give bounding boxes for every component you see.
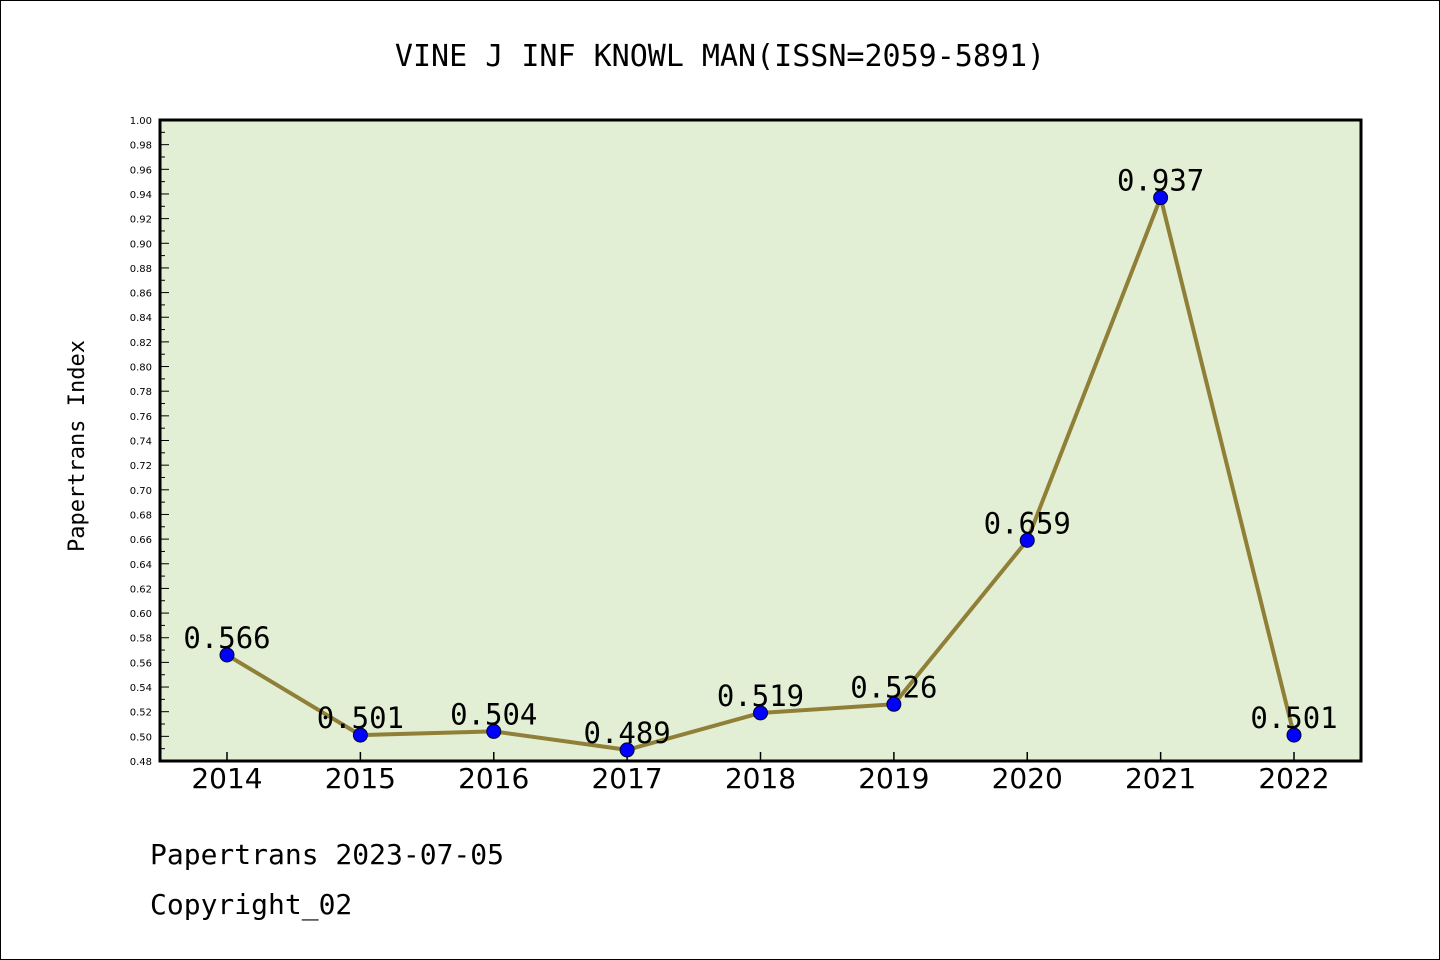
y-tick-label: 0.64 bbox=[130, 560, 152, 571]
data-point-marker bbox=[619, 742, 635, 758]
y-tick-label: 0.98 bbox=[130, 141, 152, 152]
data-label: 0.504 bbox=[450, 697, 537, 731]
y-tick-label: 0.58 bbox=[130, 634, 152, 645]
plot-area bbox=[158, 118, 1363, 763]
y-tick-label: 0.92 bbox=[130, 215, 152, 226]
data-label-group: 0.566 0.501 0.504 0.489 0.519 0.526 0.659 0.937… bbox=[183, 164, 1337, 750]
x-tick-label: 2018 bbox=[725, 762, 796, 795]
y-tick-label: 0.80 bbox=[130, 363, 152, 374]
x-tick-label: 2015 bbox=[325, 762, 396, 795]
y-tick-label: 0.66 bbox=[130, 535, 152, 546]
x-tick-label: 2014 bbox=[191, 762, 262, 795]
y-tick-label: 0.94 bbox=[130, 190, 152, 201]
y-tick-label: 0.82 bbox=[130, 338, 152, 349]
x-tick-label: 2022 bbox=[1258, 762, 1329, 795]
data-label: 0.566 bbox=[183, 621, 270, 655]
data-point-marker bbox=[1286, 727, 1302, 743]
marker-group bbox=[219, 190, 1302, 758]
y-tick-label: 0.96 bbox=[130, 165, 152, 176]
x-tick-label: 2019 bbox=[858, 762, 929, 795]
data-label: 0.501 bbox=[317, 701, 404, 735]
y-tick-label: 0.62 bbox=[130, 584, 152, 595]
y-tick-label: 0.88 bbox=[130, 264, 152, 275]
data-label: 0.526 bbox=[850, 670, 937, 704]
data-point-marker bbox=[1153, 190, 1169, 206]
data-point-marker bbox=[219, 647, 235, 663]
x-axis-ticks: 2014 2015 2016 2017 2018 2019 2020 2021 2022 bbox=[191, 752, 1330, 795]
y-tick-label: 0.72 bbox=[130, 461, 152, 472]
y-tick-label: 0.76 bbox=[130, 412, 152, 423]
data-label: 0.937 bbox=[1117, 164, 1204, 198]
x-tick-label: 2017 bbox=[591, 762, 662, 795]
y-tick-label: 0.60 bbox=[130, 609, 152, 620]
y-tick-label: 0.54 bbox=[130, 683, 152, 694]
y-tick-label: 0.56 bbox=[130, 658, 152, 669]
chart-title: VINE J INF KNOWL MAN(ISSN=2059-5891) bbox=[395, 39, 1045, 74]
data-point-marker bbox=[886, 696, 902, 712]
y-tick-label: 0.48 bbox=[130, 757, 152, 768]
y-tick-label: 0.74 bbox=[130, 437, 152, 448]
y-tick-label: 0.52 bbox=[130, 708, 152, 719]
y-axis-label: Papertrans Index bbox=[65, 340, 90, 552]
y-axis-ticks: 0.48 0.50 0.52 0.54 0.56 0.58 0.60 0.62 0.64 0.66… bbox=[130, 116, 169, 768]
x-tick-label: 2016 bbox=[458, 762, 529, 795]
data-label: 0.501 bbox=[1250, 701, 1337, 735]
footer-copyright: Copyright_02 bbox=[150, 888, 352, 922]
y-tick-label: 0.90 bbox=[130, 239, 152, 250]
y-tick-label: 0.70 bbox=[130, 486, 152, 497]
y-tick-label: 0.50 bbox=[130, 732, 152, 743]
data-label: 0.659 bbox=[984, 506, 1071, 540]
data-point-marker bbox=[486, 723, 502, 739]
x-tick-label: 2021 bbox=[1125, 762, 1196, 795]
data-point-marker bbox=[1019, 532, 1035, 548]
y-tick-label: 1.00 bbox=[130, 116, 152, 127]
y-tick-label: 0.68 bbox=[130, 510, 152, 521]
data-label: 0.489 bbox=[583, 716, 670, 750]
y-tick-label: 0.84 bbox=[130, 313, 152, 324]
x-tick-label: 2020 bbox=[992, 762, 1063, 795]
data-point-marker bbox=[352, 727, 368, 743]
y-tick-label: 0.78 bbox=[130, 387, 152, 398]
data-point-marker bbox=[753, 705, 768, 721]
y-tick-label: 0.86 bbox=[130, 289, 152, 300]
data-label: 0.519 bbox=[717, 679, 804, 713]
footer-source: Papertrans 2023-07-05 bbox=[150, 838, 504, 871]
